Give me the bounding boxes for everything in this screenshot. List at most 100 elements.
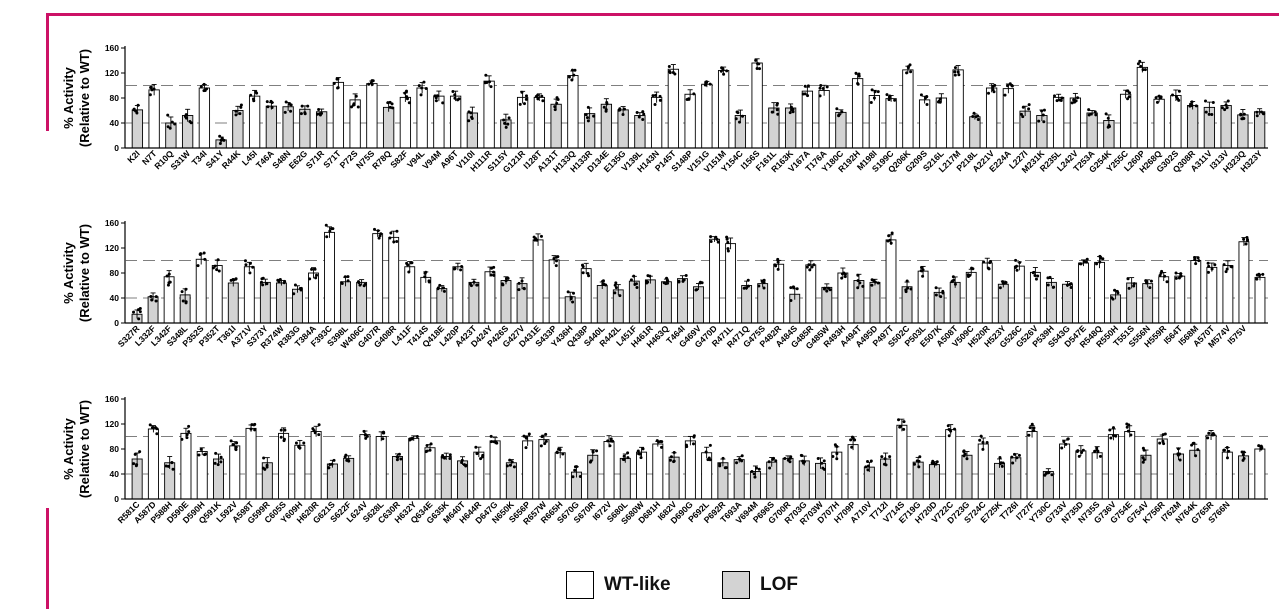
legend-item-wt-like: WT-like [566, 565, 671, 605]
bar [902, 69, 914, 149]
replicate-dot [317, 433, 321, 437]
x-tick-label: I575V [1225, 323, 1248, 346]
replicate-dot [239, 105, 243, 109]
replicate-dot [155, 432, 159, 436]
replicate-dot [524, 436, 528, 440]
bar [652, 443, 664, 500]
replicate-dot [947, 434, 951, 438]
replicate-dot [864, 465, 868, 469]
replicate-dot [925, 102, 929, 106]
replicate-dot [622, 107, 626, 111]
replicate-dot [1163, 432, 1167, 436]
replicate-dot [336, 86, 340, 90]
replicate-dot [861, 284, 865, 288]
replicate-dot [1261, 272, 1265, 276]
replicate-dot [1192, 441, 1196, 445]
replicate-dot [217, 269, 221, 273]
x-tick-label: K2I [125, 148, 142, 165]
replicate-dot [831, 454, 835, 458]
replicate-dot [555, 451, 559, 455]
replicate-dot [170, 461, 174, 465]
replicate-dot [218, 141, 222, 145]
replicate-dot [152, 87, 156, 91]
replicate-dot [539, 444, 543, 448]
replicate-dot [716, 240, 720, 244]
replicate-dot [1055, 99, 1059, 103]
replicate-dot [1163, 274, 1167, 278]
bar [1136, 66, 1149, 149]
replicate-dot [820, 461, 824, 465]
replicate-dot [149, 85, 153, 89]
y-tick-label: 120 [105, 419, 119, 429]
replicate-dot [883, 457, 887, 461]
replicate-dot [818, 86, 822, 90]
replicate-dot [504, 125, 508, 129]
bar [567, 75, 579, 149]
replicate-dot [806, 84, 810, 88]
replicate-dot [363, 282, 367, 286]
replicate-dot [850, 445, 854, 449]
replicate-dot [774, 459, 778, 463]
replicate-dot [1176, 97, 1180, 101]
replicate-dot [1136, 62, 1140, 66]
replicate-dot [266, 105, 270, 109]
replicate-dot [953, 70, 957, 74]
replicate-dot [1003, 93, 1007, 97]
replicate-dot [1062, 439, 1066, 443]
replicate-dot [917, 465, 921, 469]
replicate-dot [585, 116, 589, 120]
replicate-dot [1096, 449, 1100, 453]
replicate-dot [1013, 452, 1017, 456]
replicate-dot [1066, 437, 1070, 441]
replicate-dot [1207, 431, 1211, 435]
replicate-dot [571, 475, 575, 479]
replicate-dot [887, 98, 891, 102]
replicate-dot [395, 229, 399, 233]
replicate-dot [1098, 454, 1102, 458]
replicate-dot [278, 278, 282, 282]
replicate-dot [825, 85, 829, 89]
replicate-dot [757, 62, 761, 66]
bar [751, 62, 763, 149]
bar [650, 96, 663, 149]
replicate-dot [495, 441, 499, 445]
bar [473, 451, 485, 500]
replicate-dot [608, 444, 612, 448]
bar [1062, 283, 1073, 324]
replicate-dot [605, 102, 609, 106]
replicate-dot [448, 453, 452, 457]
bar [918, 99, 931, 149]
replicate-dot [399, 457, 403, 461]
replicate-dot [941, 291, 945, 295]
bar [310, 431, 322, 500]
replicate-dot [318, 112, 322, 116]
bar [1107, 434, 1119, 500]
replicate-dot [543, 442, 547, 446]
replicate-dot [1225, 456, 1229, 460]
replicate-dot [216, 258, 220, 262]
bar [885, 98, 897, 149]
replicate-dot [1032, 426, 1036, 430]
replicate-dot [938, 100, 942, 104]
replicate-dot [506, 276, 510, 280]
replicate-dot [302, 441, 306, 445]
replicate-dot [876, 90, 880, 94]
replicate-dot [356, 105, 360, 109]
replicate-dot [134, 109, 138, 113]
replicate-dot [395, 455, 399, 459]
replicate-dot [886, 239, 890, 243]
replicate-dot [840, 110, 844, 114]
replicate-dot [591, 450, 595, 454]
y-tick-label: 160 [105, 218, 119, 228]
replicate-dot [1206, 261, 1210, 265]
bar [468, 281, 480, 324]
replicate-dot [508, 458, 512, 462]
bar [757, 283, 769, 324]
replicate-dot [666, 281, 670, 285]
replicate-dot [1193, 258, 1197, 262]
replicate-dot [719, 69, 723, 73]
replicate-dot [239, 103, 243, 107]
replicate-dot [790, 108, 794, 112]
replicate-dot [953, 73, 957, 77]
replicate-dot [234, 109, 238, 113]
